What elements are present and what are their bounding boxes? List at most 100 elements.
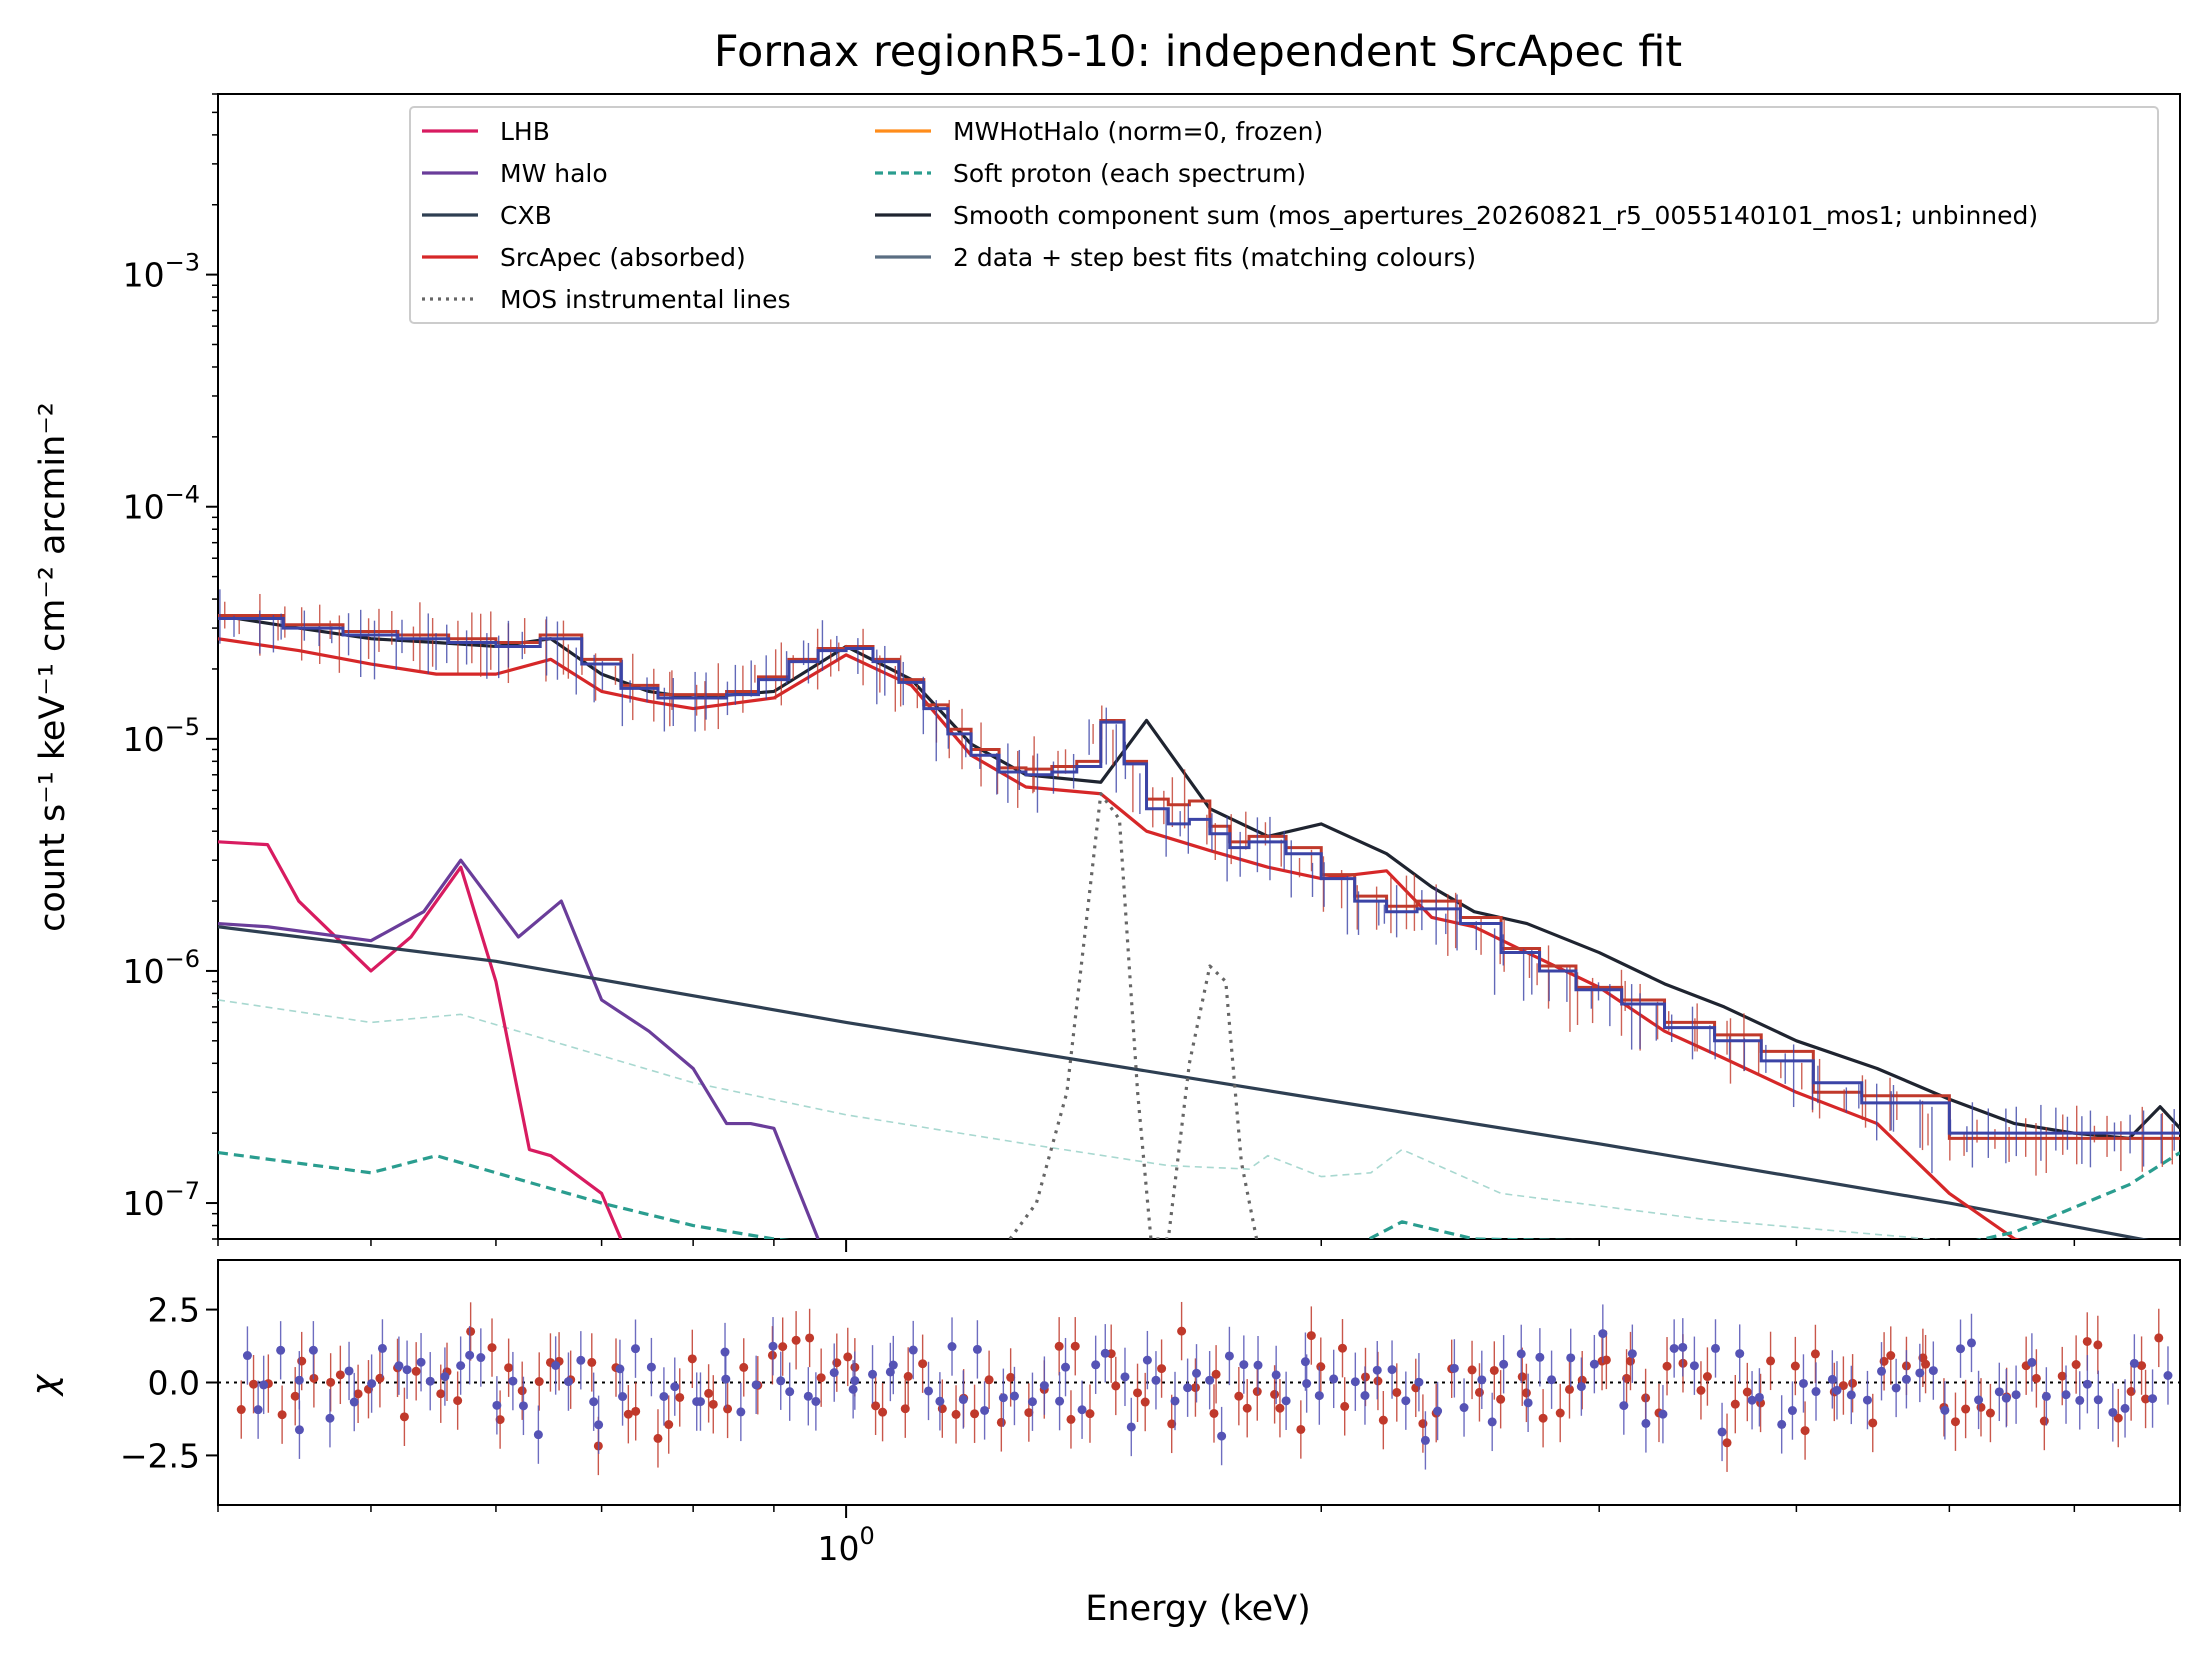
residual-point <box>308 1345 318 1355</box>
y-tick-label-2: 10−5 <box>123 713 200 759</box>
residual-point <box>476 1353 486 1363</box>
residual-point <box>1350 1377 1360 1387</box>
residual-point <box>1209 1408 1219 1418</box>
residual-point <box>1901 1374 1911 1384</box>
residual-point <box>704 1388 714 1398</box>
residual-point <box>1742 1387 1752 1397</box>
residual-point <box>1662 1361 1672 1371</box>
residual-point <box>708 1399 718 1409</box>
residual-point <box>290 1391 300 1401</box>
residual-point <box>1192 1368 1202 1378</box>
residual-point <box>416 1357 426 1367</box>
y-tick-label-1: 10−6 <box>123 945 200 991</box>
residual-point <box>1270 1389 1280 1399</box>
residual-point <box>249 1379 259 1389</box>
residual-y-tick-label-1: 0.0 <box>148 1364 200 1403</box>
residual-point <box>453 1396 463 1406</box>
residual-point <box>1658 1409 1668 1419</box>
residual-point <box>970 1409 980 1419</box>
residual-point <box>776 1376 786 1386</box>
residual-point <box>1811 1387 1821 1397</box>
legend-label: SrcApec (absorbed) <box>500 243 746 272</box>
residual-point <box>2137 1361 2147 1371</box>
residual-point <box>367 1379 377 1389</box>
residual-point <box>1009 1391 1019 1401</box>
residual-point <box>1133 1388 1143 1398</box>
series-line-1 <box>218 858 820 1239</box>
residual-point <box>1300 1357 1310 1367</box>
main-y-axis: 10−7 10−6 10−5 10−4 10−3 <box>123 93 218 1240</box>
residual-point <box>1302 1379 1312 1389</box>
residual-y-tick-label-0: 2.5 <box>148 1291 200 1330</box>
residual-point <box>1296 1424 1306 1434</box>
series-line-5 <box>218 1150 2180 1239</box>
residual-point <box>465 1350 475 1360</box>
residual-point <box>736 1407 746 1417</box>
residual-point <box>551 1361 561 1371</box>
residual-point <box>1329 1374 1339 1384</box>
residual-point <box>1827 1374 1837 1384</box>
residual-point <box>2113 1413 2123 1423</box>
residual-point <box>1140 1397 1150 1407</box>
residual-point <box>326 1377 336 1387</box>
residual-point <box>1077 1405 1087 1415</box>
residual-point <box>2093 1340 2103 1350</box>
residual-point <box>1535 1352 1545 1362</box>
residual-point <box>1070 1341 1080 1351</box>
residual-point <box>720 1347 730 1357</box>
residual-point <box>721 1374 731 1384</box>
legend-label: LHB <box>500 117 550 146</box>
residual-point <box>2031 1373 2041 1383</box>
residual-point <box>1974 1395 1984 1405</box>
residual-point <box>935 1396 945 1406</box>
residual-point <box>2163 1371 2173 1381</box>
residual-point <box>1547 1375 1557 1385</box>
residual-point <box>1252 1387 1262 1397</box>
residual-point <box>589 1397 599 1407</box>
residual-plot: 2.5 0.0 −2.5 100 <box>120 1259 2181 1568</box>
series-line-2 <box>218 925 2149 1239</box>
residual-point <box>1877 1366 1887 1376</box>
residual-point <box>1253 1360 1263 1370</box>
residual-point <box>1392 1387 1402 1397</box>
residual-point <box>456 1361 466 1371</box>
residual-point <box>1242 1403 1252 1413</box>
residual-point <box>900 1404 910 1414</box>
residual-point <box>1496 1394 1506 1404</box>
main-x-axis <box>217 1239 2181 1252</box>
residual-point <box>1985 1408 1995 1418</box>
legend-label: MW halo <box>500 159 608 188</box>
residual-point <box>1340 1401 1350 1411</box>
residual-point <box>1766 1356 1776 1366</box>
residual-point <box>739 1362 749 1372</box>
residual-point <box>972 1344 982 1354</box>
residual-y-axis: 2.5 0.0 −2.5 <box>120 1291 218 1475</box>
residual-point <box>1790 1361 1800 1371</box>
residual-point <box>504 1363 514 1373</box>
residual-point <box>2075 1395 2085 1405</box>
residual-point <box>2041 1391 2051 1401</box>
residual-point <box>1039 1381 1049 1391</box>
residual-point <box>1523 1398 1533 1408</box>
residual-point <box>1956 1344 1966 1354</box>
legend-label: CXB <box>500 201 552 230</box>
residual-point <box>1100 1348 1110 1358</box>
residual-point <box>687 1354 697 1364</box>
residual-point <box>1589 1359 1599 1369</box>
residual-point <box>1211 1369 1221 1379</box>
residual-point <box>533 1430 543 1440</box>
residual-point <box>1091 1360 1101 1370</box>
residual-point <box>1006 1372 1016 1382</box>
residual-point <box>1111 1381 1121 1391</box>
residual-point <box>1055 1396 1065 1406</box>
residual-point <box>1702 1372 1712 1382</box>
residual-point <box>377 1343 387 1353</box>
residual-point <box>785 1387 795 1397</box>
residual-point <box>778 1342 788 1352</box>
residual-point <box>1641 1418 1651 1428</box>
residual-point <box>1271 1370 1281 1380</box>
residual-point <box>1489 1365 1499 1375</box>
residual-point <box>440 1372 450 1382</box>
residual-point <box>1950 1417 1960 1427</box>
residual-point <box>394 1361 404 1371</box>
